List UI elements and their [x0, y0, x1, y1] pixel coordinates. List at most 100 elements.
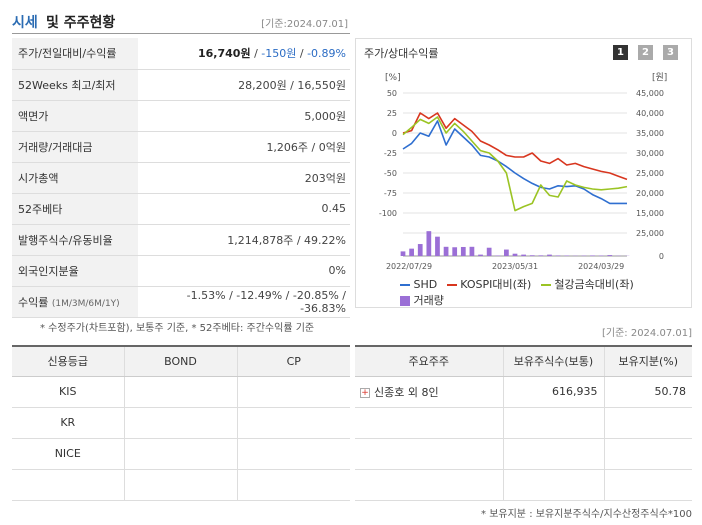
col-header-cp: CP: [237, 346, 350, 377]
row-value: -1.53% / -12.49% / -20.85% / -36.83%: [138, 286, 350, 318]
bond-cell: [124, 376, 238, 408]
quote-row-market-cap: 시가총액 203억원: [12, 162, 350, 194]
quote-row-foreign: 외국인지분율 0%: [12, 255, 350, 287]
holder-name-cell: [355, 469, 504, 501]
row-label: 액면가: [12, 100, 138, 132]
bond-cell: [124, 469, 238, 501]
quote-row-volume: 거래량/거래대금 1,206주 / 0억원: [12, 131, 350, 163]
quote-row-par-value: 액면가 5,000원: [12, 100, 350, 132]
row-value: 0%: [138, 255, 350, 287]
footnote-quote: * 수정주가(차트포함), 보통주 기준, * 52주베타: 주간수익률 기준: [40, 323, 315, 334]
agency-cell: [12, 469, 125, 501]
quote-row-returns: 수익률 (1M/3M/6M/1Y) -1.53% / -12.49% / -20…: [12, 286, 350, 318]
expand-icon[interactable]: +: [360, 387, 370, 398]
row-label: 발행주식수/유동비율: [12, 224, 138, 256]
col-header-pct: 보유지분(%): [604, 346, 692, 377]
quote-row-beta: 52주베타 0.45: [12, 193, 350, 225]
holder-pct-cell: [604, 407, 692, 439]
row-value: 0.45: [138, 193, 350, 225]
row-label: 시가총액: [12, 162, 138, 194]
bond-cell: [124, 407, 238, 439]
row-label: 주가/전일대비/수익률: [12, 38, 138, 70]
legend-swatch-steel: [540, 284, 551, 286]
legend-row-1: SHD KOSPI대비(좌) 철강금속대비(좌): [400, 276, 634, 292]
chart-page-1-button[interactable]: 1: [613, 45, 628, 60]
footnote-holders: * 보유지분 : 보유지분주식수/지수산정주식수*100: [481, 509, 692, 520]
holder-name[interactable]: 신종호 외 8인: [374, 385, 439, 399]
section-title-main: 시세: [12, 15, 38, 31]
holder-pct-cell: [604, 438, 692, 470]
legend-steel: 철강금속대비(좌): [554, 278, 634, 291]
table-header-row: 신용등급 BOND CP: [12, 346, 350, 377]
major-shareholders-table: 주요주주 보유주식수(보통) 보유지분(%) + 신종호 외 8인 616,935…: [355, 345, 692, 501]
cp-cell: [237, 407, 350, 439]
table-row: [355, 469, 692, 501]
chart-panel: 주가/상대수익률 1 2 3: [355, 38, 692, 308]
chart-page-2-button[interactable]: 2: [638, 45, 653, 60]
agency-cell: KIS: [12, 376, 125, 408]
row-value: 1,214,878주 / 49.22%: [138, 224, 350, 256]
cp-cell: [237, 469, 350, 501]
legend-swatch-kospi: [446, 284, 457, 286]
current-price: 16,740원: [198, 47, 251, 61]
table-row: [355, 407, 692, 439]
table-header-row: 주요주주 보유주식수(보통) 보유지분(%): [355, 346, 692, 377]
price-change-rate: -0.89%: [307, 47, 346, 61]
quote-row-shares: 발행주식수/유동비율 1,214,878주 / 49.22%: [12, 224, 350, 256]
holder-pct-cell: [604, 469, 692, 501]
quote-row-price: 주가/전일대비/수익률 16,740원 / -150원 / -0.89%: [12, 38, 350, 70]
holder-shares-cell: [503, 407, 605, 439]
price-change: -150원: [261, 47, 297, 61]
holder-shares-cell: [503, 438, 605, 470]
col-header-rating: 신용등급: [12, 346, 125, 377]
col-header-shares: 보유주식수(보통): [503, 346, 605, 377]
legend-shd: SHD: [413, 278, 438, 291]
col-header-holder: 주요주주: [355, 346, 504, 377]
cp-cell: [237, 376, 350, 408]
table-row: KR: [12, 407, 350, 439]
price-value: 16,740원 / -150원 / -0.89%: [138, 38, 350, 70]
agency-cell: NICE: [12, 438, 125, 470]
row-value: 1,206주 / 0억원: [138, 131, 350, 163]
table-row: [12, 469, 350, 501]
row-label-main: 수익률: [18, 295, 49, 309]
agency-cell: KR: [12, 407, 125, 439]
row-label: 52Weeks 최고/최저: [12, 69, 138, 101]
row-label: 수익률 (1M/3M/6M/1Y): [12, 286, 138, 318]
table-row: NICE: [12, 438, 350, 470]
legend-swatch-shd: [400, 284, 410, 286]
separator: /: [296, 47, 308, 61]
row-label: 거래량/거래대금: [12, 131, 138, 163]
row-value: 203억원: [138, 162, 350, 194]
holder-name-cell: [355, 438, 504, 470]
row-value: 5,000원: [138, 100, 350, 132]
quote-table: 주가/전일대비/수익률 16,740원 / -150원 / -0.89% 52W…: [12, 38, 350, 318]
section-title-sub: 및 주주현황: [46, 15, 116, 31]
separator: /: [250, 47, 262, 61]
legend-kospi: KOSPI대비(좌): [460, 278, 532, 291]
credit-rating-table: 신용등급 BOND CP KIS KR NICE: [12, 345, 350, 501]
row-label: 52주베타: [12, 193, 138, 225]
table-row: [355, 438, 692, 470]
col-header-bond: BOND: [124, 346, 238, 377]
legend-volume: 거래량: [413, 294, 444, 307]
chart-title: 주가/상대수익률: [364, 47, 439, 60]
holder-shares-cell: [503, 469, 605, 501]
table-row: KIS: [12, 376, 350, 408]
table-row: + 신종호 외 8인 616,935 50.78: [355, 376, 692, 408]
holder-pct-cell: 50.78: [604, 376, 692, 408]
legend-row-2: 거래량: [400, 292, 444, 308]
bond-cell: [124, 438, 238, 470]
base-date-2: [기준: 2024.07.01]: [601, 328, 692, 339]
section-header: 시세 및 주주현황 [기준:2024.07.01]: [12, 10, 350, 34]
legend-swatch-volume: [400, 296, 410, 306]
quote-row-52weeks: 52Weeks 최고/최저 28,200원 / 16,550원: [12, 69, 350, 101]
row-label-sub: (1M/3M/6M/1Y): [51, 298, 120, 309]
holder-name-cell: [355, 407, 504, 439]
row-label: 외국인지분율: [12, 255, 138, 287]
cp-cell: [237, 438, 350, 470]
chart-page-3-button[interactable]: 3: [663, 45, 678, 60]
base-date: [기준:2024.07.01]: [261, 19, 348, 30]
holder-shares-cell: 616,935: [503, 376, 605, 408]
holder-name-cell[interactable]: + 신종호 외 8인: [355, 376, 504, 408]
